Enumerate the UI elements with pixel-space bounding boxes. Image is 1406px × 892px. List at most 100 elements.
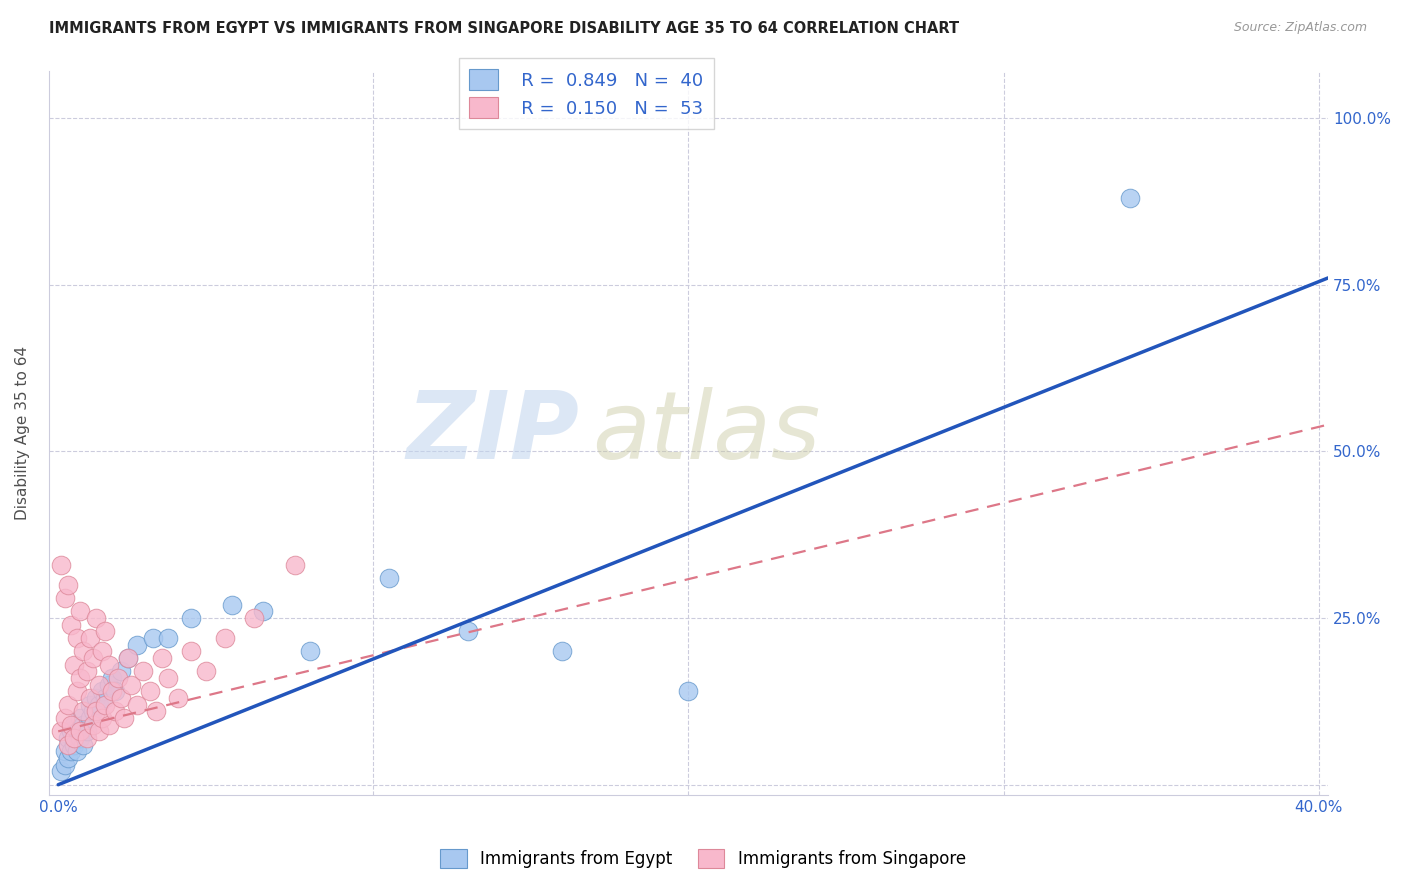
Point [94, 624, 117, 639]
Text: atlas: atlas [592, 387, 821, 478]
Point [69, 671, 91, 685]
Point [299, 644, 322, 658]
Text: ZIP: ZIP [406, 387, 579, 479]
Point [84, 691, 107, 706]
Point [125, 698, 148, 712]
Point [110, 665, 132, 679]
Point [283, 558, 305, 572]
Point [76, 731, 98, 745]
Point [120, 678, 142, 692]
Point [142, 631, 165, 645]
Point [91, 711, 114, 725]
Point [89, 698, 111, 712]
Point [79, 698, 101, 712]
Point [63, 717, 86, 731]
Point [551, 644, 574, 658]
Point [242, 611, 264, 625]
Point [63, 657, 86, 672]
Point [167, 691, 190, 706]
Point [252, 604, 274, 618]
Point [63, 738, 86, 752]
Point [1118, 191, 1140, 205]
Point [150, 651, 173, 665]
Point [157, 631, 180, 645]
Point [84, 704, 107, 718]
Point [79, 711, 101, 725]
Point [157, 671, 180, 685]
Point [678, 684, 700, 698]
Point [69, 711, 91, 725]
Point [94, 691, 117, 706]
Point [79, 691, 101, 706]
Point [180, 644, 202, 658]
Point [82, 717, 104, 731]
Point [76, 665, 98, 679]
Point [457, 624, 479, 639]
Point [53, 757, 76, 772]
Point [53, 591, 76, 605]
Point [63, 731, 86, 745]
Legend: Immigrants from Egypt, Immigrants from Singapore: Immigrants from Egypt, Immigrants from S… [433, 843, 973, 875]
Point [59, 617, 82, 632]
Point [97, 717, 120, 731]
Point [145, 704, 167, 718]
Text: Source: ZipAtlas.com: Source: ZipAtlas.com [1233, 21, 1367, 34]
Point [72, 704, 94, 718]
Point [51, 558, 73, 572]
Point [82, 651, 104, 665]
Point [51, 724, 73, 739]
Point [69, 724, 91, 739]
Text: IMMIGRANTS FROM EGYPT VS IMMIGRANTS FROM SINGAPORE DISABILITY AGE 35 TO 64 CORRE: IMMIGRANTS FROM EGYPT VS IMMIGRANTS FROM… [49, 21, 959, 36]
Point [195, 665, 218, 679]
Point [112, 711, 135, 725]
Point [84, 611, 107, 625]
Point [104, 704, 127, 718]
Point [56, 751, 79, 765]
Point [76, 724, 98, 739]
Point [117, 651, 139, 665]
Point [138, 684, 160, 698]
Legend:    R =  0.849   N =  40,    R =  0.150   N =  53: R = 0.849 N = 40, R = 0.150 N = 53 [458, 59, 714, 129]
Point [66, 631, 89, 645]
Point [79, 631, 101, 645]
Point [56, 738, 79, 752]
Point [100, 684, 122, 698]
Point [56, 731, 79, 745]
Point [59, 724, 82, 739]
Point [221, 598, 243, 612]
Point [91, 644, 114, 658]
Point [59, 744, 82, 758]
Point [72, 717, 94, 731]
Y-axis label: Disability Age 35 to 64: Disability Age 35 to 64 [15, 346, 30, 520]
Point [378, 571, 401, 585]
Point [89, 678, 111, 692]
Point [69, 731, 91, 745]
Point [53, 744, 76, 758]
Point [110, 691, 132, 706]
Point [180, 611, 202, 625]
Point [72, 738, 94, 752]
Point [107, 671, 129, 685]
Point [66, 724, 89, 739]
Point [97, 678, 120, 692]
Point [117, 651, 139, 665]
Point [56, 577, 79, 591]
Point [104, 684, 127, 698]
Point [53, 711, 76, 725]
Point [69, 604, 91, 618]
Point [89, 724, 111, 739]
Point [66, 684, 89, 698]
Point [59, 717, 82, 731]
Point [100, 671, 122, 685]
Point [125, 638, 148, 652]
Point [72, 644, 94, 658]
Point [132, 665, 155, 679]
Point [97, 657, 120, 672]
Point [82, 704, 104, 718]
Point [51, 764, 73, 779]
Point [91, 684, 114, 698]
Point [94, 698, 117, 712]
Point [214, 631, 236, 645]
Point [56, 698, 79, 712]
Point [66, 744, 89, 758]
